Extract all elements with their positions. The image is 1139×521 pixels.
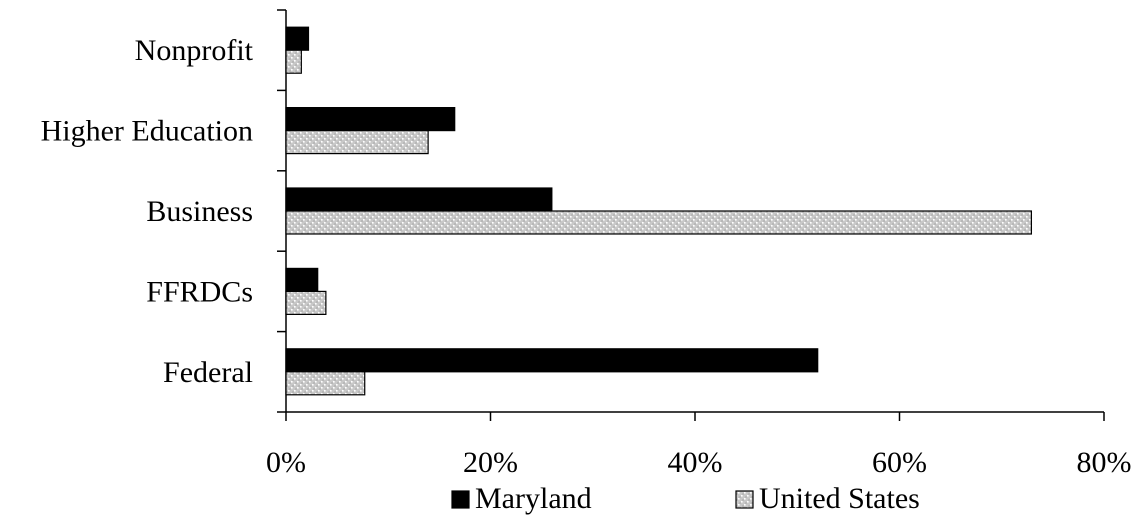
x-tick-label: 80% (1077, 446, 1132, 479)
category-label: Higher Education (41, 115, 253, 148)
bar-maryland-nonprofit (285, 26, 310, 51)
category-label: Business (146, 195, 253, 228)
x-tick-label: 60% (872, 446, 927, 479)
bar-united-states-ffrdcs (285, 290, 327, 315)
bar-maryland-federal (285, 348, 819, 373)
bar-maryland-higher-education (285, 106, 456, 132)
legend-swatch-united-states (735, 490, 754, 509)
x-tick-labels: 0% 20% 40% 60% 80% (266, 446, 1132, 479)
x-tick-label: 20% (463, 446, 518, 479)
category-label: Nonprofit (135, 34, 254, 67)
bar-maryland-ffrdcs (285, 267, 319, 292)
category-label: FFRDCs (146, 275, 253, 308)
bars (285, 26, 1033, 396)
bar-maryland-business (285, 187, 553, 212)
category-labels: Nonprofit Higher Education Business FFRDCs F… (41, 34, 254, 389)
bar-united-states-business (285, 210, 1033, 235)
legend: Maryland United States (451, 482, 920, 515)
x-tick-label: 0% (266, 446, 306, 479)
legend-label-united-states: United States (759, 482, 920, 515)
legend-label-maryland: Maryland (475, 482, 592, 515)
bar-united-states-federal (285, 371, 366, 396)
x-tick-label: 40% (668, 446, 723, 479)
legend-swatch-maryland (451, 490, 470, 509)
bar-united-states-higher-education (285, 130, 429, 155)
bar-united-states-nonprofit (285, 49, 302, 74)
category-label: Federal (163, 356, 253, 389)
